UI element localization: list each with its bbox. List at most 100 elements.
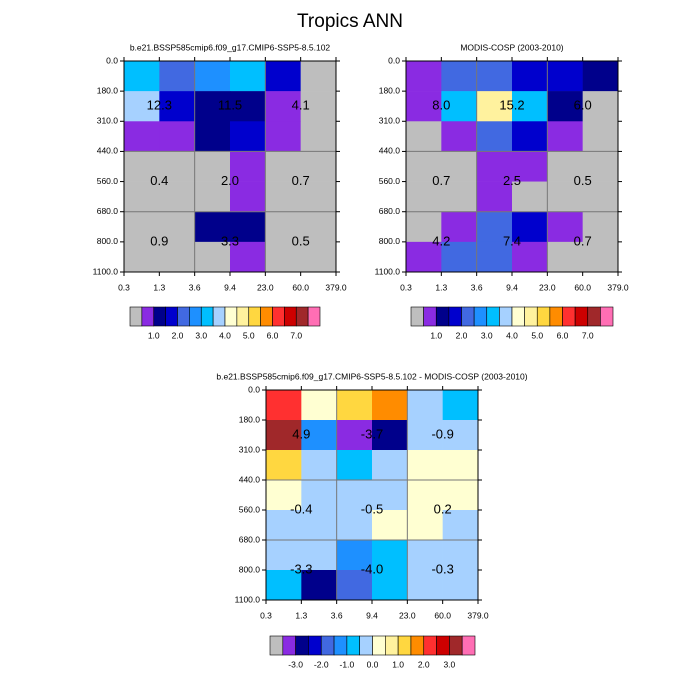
cell <box>301 510 337 541</box>
cell <box>406 211 442 243</box>
colorbar-tick-label: 3.0 <box>443 659 455 669</box>
cell <box>441 91 477 122</box>
cell <box>372 540 408 571</box>
cell <box>266 390 302 421</box>
cell <box>230 61 266 92</box>
colorbar-tick-label: 4.0 <box>219 330 231 340</box>
block-sum: -0.4 <box>290 501 312 516</box>
cell <box>194 121 231 152</box>
colorbar-box <box>372 635 386 656</box>
cell <box>372 480 408 511</box>
colorbar-box <box>499 306 513 327</box>
colorbar-box <box>461 306 475 327</box>
x-tick-label: 1.3 <box>153 282 165 292</box>
cell <box>266 450 302 481</box>
cell <box>301 480 337 511</box>
colorbar-tick-label: 7.0 <box>582 330 594 340</box>
cell <box>194 61 231 92</box>
colorbar-box <box>295 635 309 656</box>
cell <box>441 241 477 273</box>
cell <box>301 570 337 601</box>
cell <box>300 211 337 243</box>
block-sum: 7.4 <box>503 233 521 248</box>
y-tick-label: 180.0 <box>239 414 261 424</box>
y-tick-label: 800.0 <box>239 564 261 574</box>
cell <box>476 181 513 213</box>
y-tick-label: 0.0 <box>248 384 260 394</box>
block-sum: 0.7 <box>574 233 592 248</box>
x-tick-label: 9.4 <box>366 610 378 620</box>
y-tick-label: 1100.0 <box>93 266 119 276</box>
panel-title: b.e21.BSSP585cmip6.f09_g17.CMIP6-SSP5-8.… <box>216 371 527 381</box>
cell <box>442 420 479 451</box>
x-tick-label: 3.6 <box>331 610 343 620</box>
y-tick-label: 1100.0 <box>375 266 401 276</box>
cell <box>547 121 583 152</box>
x-tick-label: 3.6 <box>471 282 483 292</box>
cell <box>194 181 231 213</box>
cell <box>441 121 477 152</box>
colorbar-tick-label: 1.0 <box>392 659 404 669</box>
block-sum: 0.9 <box>150 233 168 248</box>
cell <box>407 390 443 421</box>
cell <box>266 540 302 571</box>
y-tick-label: 560.0 <box>239 504 261 514</box>
cell <box>406 121 442 152</box>
cell <box>265 151 301 182</box>
cell <box>406 91 442 122</box>
cell <box>300 151 337 182</box>
block-sum: 0.7 <box>432 173 450 188</box>
cell <box>124 121 160 152</box>
colorbar-box <box>397 635 412 656</box>
colorbar-box <box>141 306 155 327</box>
cell <box>406 241 442 273</box>
cell <box>407 480 443 511</box>
block-sum: 0.5 <box>292 233 310 248</box>
cell <box>372 390 408 421</box>
cell <box>582 151 619 182</box>
cell <box>300 181 337 213</box>
y-tick-label: 180.0 <box>379 85 401 95</box>
cell <box>230 211 266 243</box>
cell <box>266 570 302 601</box>
cell <box>265 121 301 152</box>
x-tick-label: 23.0 <box>257 282 274 292</box>
colorbar-box <box>212 306 226 327</box>
colorbar-box <box>260 306 273 327</box>
cell <box>159 181 195 213</box>
y-tick-label: 680.0 <box>379 206 401 216</box>
colorbar-tick-label: 4.0 <box>506 330 518 340</box>
colorbar-tick-label: 2.0 <box>172 330 184 340</box>
cell <box>336 570 373 601</box>
cell <box>300 121 337 152</box>
y-tick-label: 310.0 <box>239 444 261 454</box>
x-tick-label: 9.4 <box>224 282 236 292</box>
colorbar-tick-label: 7.0 <box>290 330 302 340</box>
colorbar-box <box>562 306 576 327</box>
colorbar-box <box>511 306 525 327</box>
cell <box>301 540 337 571</box>
colorbar-box <box>449 635 463 656</box>
cell <box>124 151 160 182</box>
x-tick-label: 60.0 <box>574 282 591 292</box>
cell <box>230 181 266 213</box>
cell <box>476 151 513 182</box>
cell <box>441 151 477 182</box>
cell <box>336 540 373 571</box>
cell <box>512 121 548 152</box>
cell <box>547 211 583 243</box>
colorbar-box <box>200 306 214 327</box>
cell <box>124 91 160 122</box>
x-tick-label: 9.4 <box>506 282 518 292</box>
cell <box>442 390 479 421</box>
cell <box>406 181 442 213</box>
y-tick-label: 800.0 <box>379 236 401 246</box>
cell <box>230 91 266 122</box>
y-tick-label: 0.0 <box>106 55 118 65</box>
cell <box>372 420 408 451</box>
cell <box>266 420 302 451</box>
colorbar-box <box>524 306 538 327</box>
cell <box>266 510 302 541</box>
x-tick-label: 379.0 <box>467 610 489 620</box>
